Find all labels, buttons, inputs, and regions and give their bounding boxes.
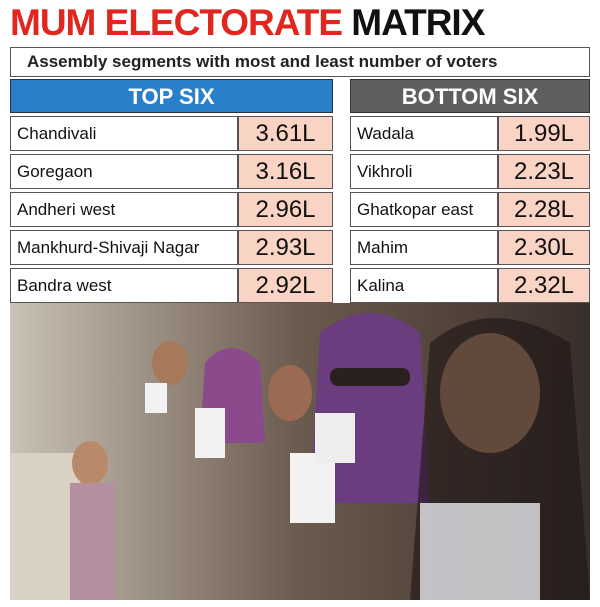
card [290, 453, 335, 523]
title-black: MATRIX [351, 2, 485, 43]
voter-count: 2.23L [498, 154, 590, 189]
figure [70, 483, 115, 600]
face [268, 365, 312, 421]
voter-count: 1.99L [498, 116, 590, 151]
photo [10, 303, 590, 600]
title-red: MUM ELECTORATE [10, 2, 343, 43]
card [145, 383, 167, 413]
card [315, 413, 355, 463]
segment-name: Chandivali [10, 116, 238, 151]
segment-name: Mankhurd-Shivaji Nagar [10, 230, 238, 265]
segment-name: Goregaon [10, 154, 238, 189]
segment-name: Vikhroli [350, 154, 498, 189]
voter-count: 3.61L [238, 116, 333, 151]
voter-count: 2.32L [498, 268, 590, 303]
segment-name: Andheri west [10, 192, 238, 227]
voter-count: 2.28L [498, 192, 590, 227]
segment-name: Kalina [350, 268, 498, 303]
segment-name: Bandra west [10, 268, 238, 303]
table-header: TOP SIX [10, 79, 333, 113]
voter-count: 2.92L [238, 268, 333, 303]
table-header: BOTTOM SIX [350, 79, 590, 113]
voter-count: 3.16L [238, 154, 333, 189]
eye-slit [330, 368, 410, 386]
voter-count: 2.96L [238, 192, 333, 227]
ground [10, 453, 80, 600]
subtitle: Assembly segments with most and least nu… [10, 47, 590, 77]
segment-name: Ghatkopar east [350, 192, 498, 227]
shirt [420, 503, 540, 600]
segment-name: Mahim [350, 230, 498, 265]
card [195, 408, 225, 458]
voter-count: 2.93L [238, 230, 333, 265]
title: MUM ELECTORATE MATRIX [10, 2, 485, 44]
face [72, 441, 108, 485]
voter-count: 2.30L [498, 230, 590, 265]
segment-name: Wadala [350, 116, 498, 151]
face [152, 341, 188, 385]
